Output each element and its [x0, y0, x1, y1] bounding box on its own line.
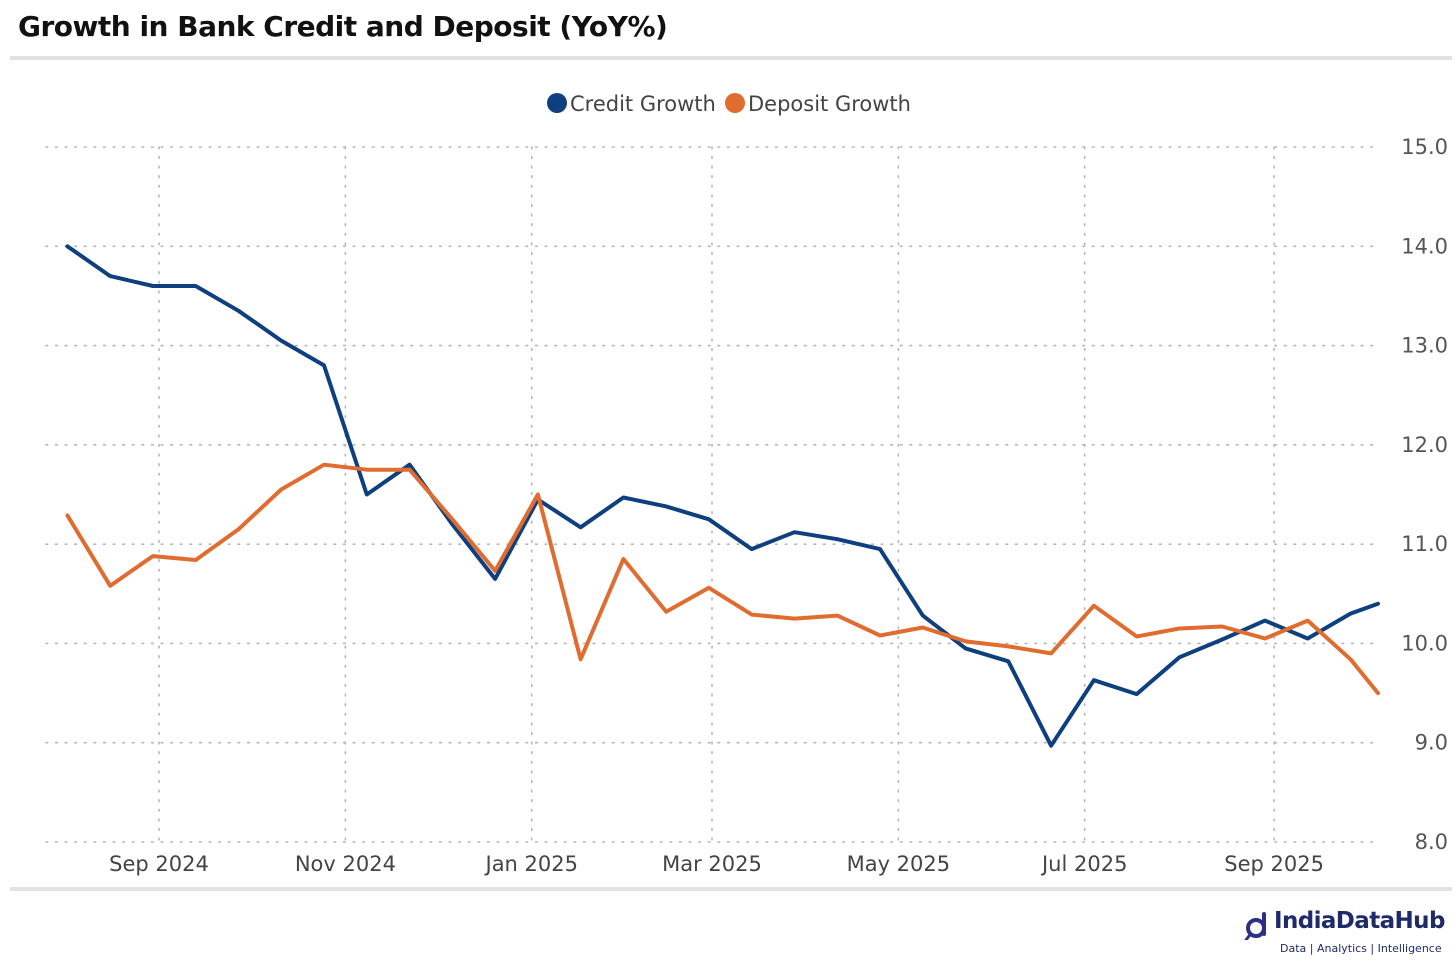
x-tick-label: Mar 2025: [662, 852, 762, 876]
brand-logo: IndiaDataHub Data | Analytics | Intellig…: [1244, 906, 1454, 962]
x-tick-label: Jul 2025: [1040, 852, 1127, 876]
y-tick-label: 11.0: [1401, 532, 1448, 556]
bottom-divider: [10, 887, 1452, 891]
brand-name: IndiaDataHub: [1274, 908, 1445, 934]
x-tick-label: Sep 2024: [109, 852, 209, 876]
brand-mark-icon: [1244, 912, 1266, 940]
y-tick-label: 12.0: [1401, 433, 1448, 457]
series-line-2: [65, 462, 1380, 696]
x-tick-label: Sep 2025: [1224, 852, 1324, 876]
top-divider: [10, 56, 1452, 60]
chart-title: Growth in Bank Credit and Deposit (YoY%): [18, 10, 668, 43]
x-tick-label: May 2025: [847, 852, 951, 876]
legend-label-2: Deposit Growth: [748, 92, 911, 116]
y-tick-label: 9.0: [1415, 731, 1448, 755]
brand-tagline: Data | Analytics | Intelligence: [1280, 942, 1442, 955]
legend-swatch-1: [547, 93, 567, 113]
legend-swatch-2: [725, 93, 745, 113]
legend-label-1: Credit Growth: [570, 92, 716, 116]
x-tick-label: Jan 2025: [484, 852, 579, 876]
series-line-1: [65, 244, 1380, 748]
y-tick-label: 14.0: [1401, 234, 1448, 258]
y-tick-label: 10.0: [1401, 631, 1448, 655]
y-tick-label: 13.0: [1401, 334, 1448, 358]
x-tick-label: Nov 2024: [295, 852, 396, 876]
y-tick-label: 8.0: [1415, 830, 1448, 854]
y-tick-label: 15.0: [1401, 135, 1448, 159]
